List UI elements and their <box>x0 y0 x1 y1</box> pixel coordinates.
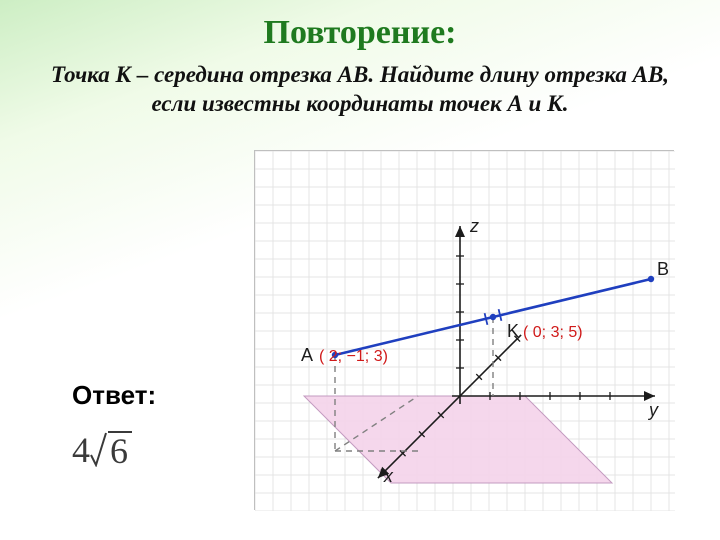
svg-text:y: y <box>647 400 659 420</box>
page-title: Повторение: <box>0 0 720 52</box>
svg-text:A: A <box>301 345 313 365</box>
coordinate-figure: z y x A ( 2; −1; 3) K( 0; 3; 5) B <box>254 150 674 510</box>
problem-statement: Точка К – середина отрезка АВ. Найдите д… <box>0 52 720 119</box>
chart-svg: z y x A ( 2; −1; 3) K( 0; 3; 5) B <box>255 151 675 511</box>
sqrt-icon <box>90 429 108 467</box>
answer-label: Ответ: <box>72 380 156 411</box>
answer-block: Ответ: 4 6 <box>72 380 156 471</box>
svg-text:K: K <box>507 321 519 341</box>
answer-value: 4 6 <box>72 429 156 471</box>
answer-radicand: 6 <box>108 431 132 469</box>
svg-text:x: x <box>383 466 394 486</box>
svg-text:B: B <box>657 259 669 279</box>
svg-text:z: z <box>469 216 479 236</box>
svg-text:( 0; 3; 5): ( 0; 3; 5) <box>523 324 583 341</box>
answer-coef: 4 <box>72 429 90 471</box>
svg-text:( 2; −1; 3): ( 2; −1; 3) <box>319 348 388 365</box>
